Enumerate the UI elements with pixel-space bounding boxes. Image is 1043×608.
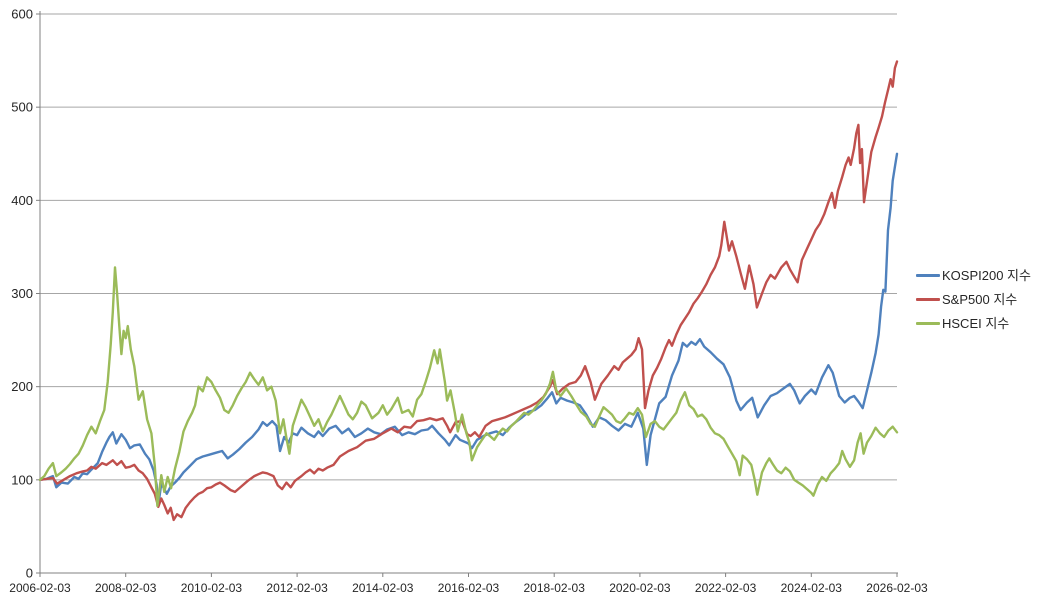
sp500-line-swatch (916, 298, 940, 301)
x-tick-label: 2010-02-03 (181, 581, 243, 595)
x-tick-label: 2016-02-03 (438, 581, 500, 595)
x-tick-label: 2014-02-03 (352, 581, 414, 595)
x-tick-label: 2006-02-03 (9, 581, 71, 595)
hscei-line-swatch (916, 322, 940, 325)
y-tick-label: 100 (11, 472, 33, 487)
chart-legend: KOSPI200 지수 S&P500 지수 HSCEI 지수 (916, 268, 1031, 331)
legend-label: HSCEI 지수 (942, 316, 1010, 331)
series-line-2 (38, 266, 899, 508)
y-tick-label: 0 (26, 566, 33, 581)
x-tick-label: 2022-02-03 (695, 581, 757, 595)
x-tick-label: 2024-02-03 (781, 581, 843, 595)
y-tick-label: 400 (11, 193, 33, 208)
series-line-0 (38, 152, 899, 507)
y-tick-label: 200 (11, 379, 33, 394)
x-tick-label: 2012-02-03 (266, 581, 328, 595)
legend-item-kospi200: KOSPI200 지수 (916, 268, 1031, 283)
x-tick-label: 2018-02-03 (524, 581, 586, 595)
legend-item-sp500: S&P500 지수 (916, 292, 1031, 307)
legend-label: KOSPI200 지수 (942, 268, 1031, 283)
x-tick-label: 2020-02-03 (609, 581, 671, 595)
y-tick-label: 300 (11, 286, 33, 301)
y-tick-label: 500 (11, 100, 33, 115)
x-tick-label: 2026-02-03 (866, 581, 928, 595)
legend-label: S&P500 지수 (942, 292, 1018, 307)
y-tick-label: 600 (11, 7, 33, 22)
x-tick-label: 2008-02-03 (95, 581, 157, 595)
kospi200-line-swatch (916, 274, 940, 277)
series-line-1 (38, 60, 899, 522)
legend-item-hscei: HSCEI 지수 (916, 316, 1031, 331)
